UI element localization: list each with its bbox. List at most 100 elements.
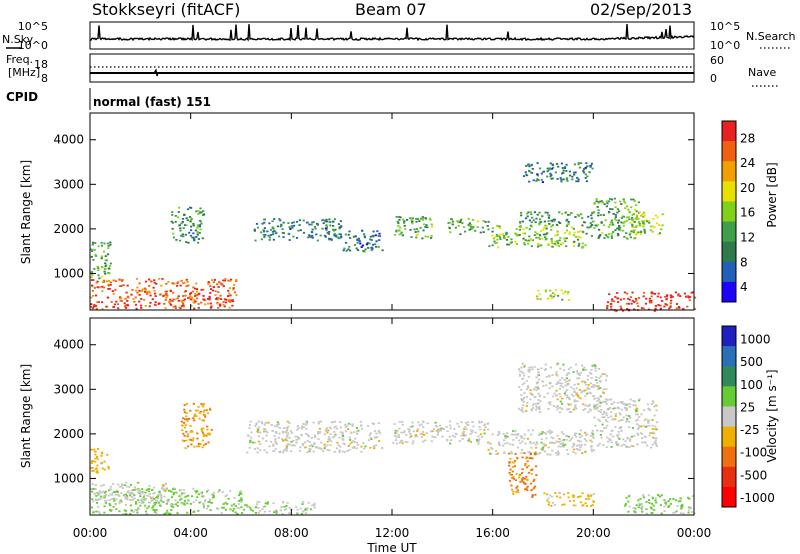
heatmap-cell (643, 228, 646, 231)
heatmap-cell (534, 386, 537, 389)
heatmap-cell (556, 231, 559, 234)
heatmap-cell (180, 279, 183, 282)
heatmap-cell (90, 488, 93, 490)
heatmap-cell (533, 487, 536, 489)
heatmap-cell (483, 432, 486, 435)
heatmap-cell (535, 474, 538, 476)
heatmap-cell (648, 301, 652, 304)
heatmap-cell (523, 374, 526, 377)
heatmap-cell (275, 442, 278, 445)
heatmap-cell (132, 498, 135, 501)
heatmap-cell (551, 431, 554, 433)
heatmap-cell (231, 304, 234, 307)
heatmap-cell (311, 504, 314, 507)
heatmap-cell (637, 305, 640, 308)
heatmap-cell (506, 243, 509, 246)
heatmap-cell (596, 429, 599, 432)
heatmap-cell (478, 421, 481, 424)
heatmap-cell (618, 227, 621, 230)
heatmap-cell (643, 424, 646, 427)
colorbar-tick-label: -100 (740, 446, 767, 460)
heatmap-cell (90, 296, 93, 299)
heatmap-cell (219, 298, 223, 300)
heatmap-cell (560, 382, 563, 385)
heatmap-cell (334, 235, 337, 238)
heatmap-cell (342, 442, 345, 445)
heatmap-cell (135, 509, 139, 511)
heatmap-cell (551, 242, 554, 244)
heatmap-cell (675, 499, 678, 502)
heatmap-cell (125, 495, 129, 497)
heatmap-cell (308, 450, 311, 453)
heatmap-cell (544, 444, 547, 447)
heatmap-cell (140, 498, 144, 501)
heatmap-cell (614, 426, 617, 428)
heatmap-cell (285, 426, 288, 429)
heatmap-cell (184, 424, 187, 426)
heatmap-cell (546, 175, 549, 178)
heatmap-cell (116, 303, 120, 306)
heatmap-cell (643, 435, 646, 438)
heatmap-cell (449, 442, 452, 445)
heatmap-cell (183, 503, 186, 506)
heatmap-cell (92, 279, 95, 281)
heatmap-cell (187, 284, 190, 287)
heatmap-cell (663, 305, 666, 308)
heatmap-cell (614, 296, 617, 298)
heatmap-cell (451, 435, 454, 437)
heatmap-cell (164, 299, 167, 301)
heatmap-cell (622, 200, 626, 203)
heatmap-cell (586, 175, 589, 178)
heatmap-cell (639, 497, 642, 500)
heatmap-cell (373, 447, 376, 450)
heatmap-cell (650, 292, 653, 295)
heatmap-cell (537, 289, 540, 292)
heatmap-cell (268, 222, 271, 225)
heatmap-cell (328, 437, 331, 440)
heatmap-cell (579, 446, 582, 449)
heatmap-cell (153, 289, 156, 292)
heatmap-cell (652, 504, 655, 507)
heatmap-cell (279, 219, 282, 222)
heatmap-cell (642, 496, 646, 499)
heatmap-cell (673, 511, 676, 514)
heatmap-cell (522, 400, 525, 403)
heatmap-cell (97, 267, 100, 270)
heatmap-cell (649, 506, 652, 509)
heatmap-cell (270, 441, 273, 443)
heatmap-cell (104, 494, 107, 497)
heatmap-cell (487, 448, 490, 451)
heatmap-cell (307, 435, 310, 438)
heatmap-cell (605, 414, 608, 417)
heatmap-cell (195, 294, 198, 297)
x-tick-label: 12:00 (375, 526, 410, 540)
heatmap-cell (641, 213, 644, 216)
heatmap-cell (496, 224, 499, 227)
heatmap-cell (220, 283, 223, 286)
heatmap-cell (525, 405, 528, 407)
heatmap-cell (572, 395, 575, 398)
heatmap-cell (556, 404, 559, 407)
heatmap-cell (126, 300, 129, 302)
heatmap-cell (653, 432, 656, 435)
heatmap-cell (204, 415, 207, 418)
heatmap-cell (134, 501, 137, 503)
heatmap-cell (176, 284, 179, 287)
heatmap-cell (369, 235, 372, 238)
heatmap-cell (513, 465, 517, 467)
heatmap-cell (612, 418, 615, 420)
heatmap-cell (310, 437, 314, 439)
heatmap-cell (211, 289, 214, 292)
heatmap-cell (591, 450, 594, 453)
heatmap-cell (599, 420, 602, 422)
heatmap-cell (566, 389, 569, 391)
heatmap-cell (624, 504, 627, 507)
heatmap-cell (627, 216, 630, 219)
heatmap-cell (182, 235, 185, 238)
heatmap-cell (522, 237, 525, 240)
heatmap-cell (581, 504, 584, 507)
heatmap-cell (549, 429, 552, 432)
heatmap-cell (600, 436, 603, 439)
heatmap-cell (412, 430, 416, 433)
heatmap-cell (262, 506, 265, 508)
